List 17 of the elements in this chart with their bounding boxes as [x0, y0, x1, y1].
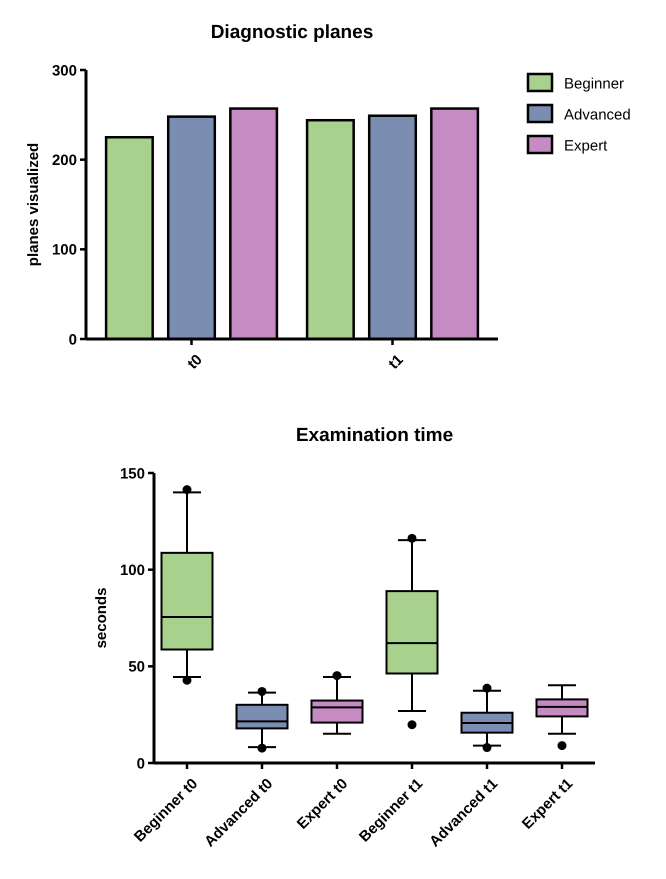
x-tick-label: t0	[184, 351, 206, 373]
y-tick-label: 100	[52, 242, 77, 259]
y-tick-label: 100	[120, 562, 145, 579]
y-tick-label: 300	[52, 62, 77, 80]
legend-label: Expert	[564, 137, 608, 154]
y-axis-title: seconds	[93, 588, 110, 648]
y-tick-label: 50	[128, 658, 145, 676]
y-axis-title: planes visualized	[25, 142, 42, 266]
y-tick-label: 0	[136, 755, 145, 772]
legend-label: Advanced	[564, 106, 631, 124]
y-tick-label: 150	[120, 465, 145, 482]
x-tick-label: t1	[385, 351, 407, 373]
chart-title: Diagnostic planes	[210, 22, 374, 43]
chart-title: Examination time	[296, 425, 454, 446]
legend-label: Beginner	[564, 75, 624, 92]
y-tick-label: 0	[68, 331, 77, 348]
y-tick-label: 200	[52, 152, 77, 169]
